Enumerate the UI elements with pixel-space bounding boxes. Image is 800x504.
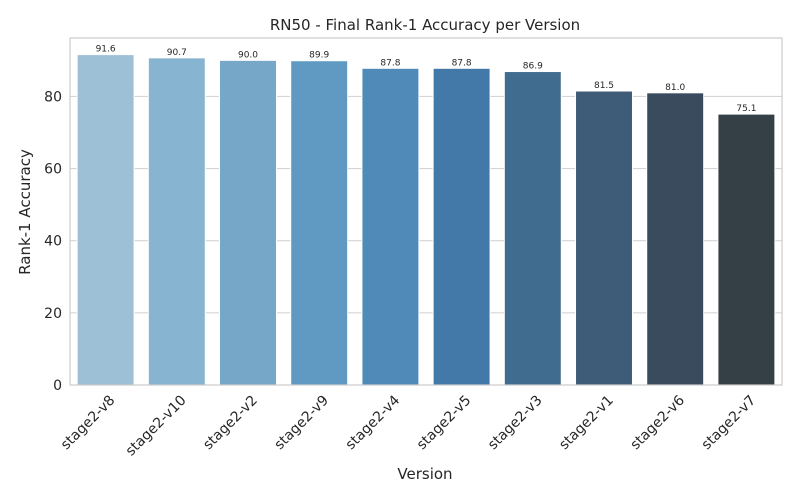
data-label: 90.0 [238, 50, 258, 60]
data-label: 90.7 [167, 48, 187, 58]
data-label: 81.5 [594, 81, 614, 91]
bar-stage2-v3 [503, 71, 562, 386]
data-label: 86.9 [523, 62, 543, 72]
y-tick-label: 40 [44, 234, 62, 250]
bar-stage2-v9 [290, 60, 349, 386]
bar-stage2-v2 [219, 59, 277, 386]
data-label: 81.0 [665, 83, 685, 93]
bar-stage2-v1 [575, 90, 633, 386]
x-axis-label: Version [397, 465, 452, 483]
y-tick-label: 0 [53, 378, 62, 394]
data-label: 89.9 [309, 51, 329, 61]
data-labels: 91.6 90.7 90.0 89.9 87.8 87.8 86.9 81.5 81.0 75.1 [96, 45, 757, 115]
chart-title: RN50 - Final Rank-1 Accuracy per Version [270, 16, 580, 34]
bar-stage2-v6 [646, 92, 705, 386]
plot-frame [69, 37, 783, 386]
y-tick-labels: 0 20 40 60 80 [44, 89, 62, 394]
bar-stage2-v10 [147, 57, 206, 386]
bars [76, 54, 776, 386]
y-tick-label: 60 [44, 162, 62, 178]
bar-stage2-v8 [76, 54, 135, 386]
bar-stage2-v7 [717, 113, 776, 386]
y-axis-label: Rank-1 Accuracy [16, 149, 34, 275]
bar-stage2-v5 [432, 67, 491, 386]
data-label: 87.8 [452, 58, 472, 68]
bar-stage2-v4 [361, 67, 420, 386]
y-tick-label: 20 [44, 306, 62, 322]
data-label: 91.6 [96, 45, 116, 55]
y-tick-label: 80 [44, 89, 62, 105]
data-label: 87.8 [380, 58, 400, 68]
data-label: 75.1 [736, 104, 756, 114]
